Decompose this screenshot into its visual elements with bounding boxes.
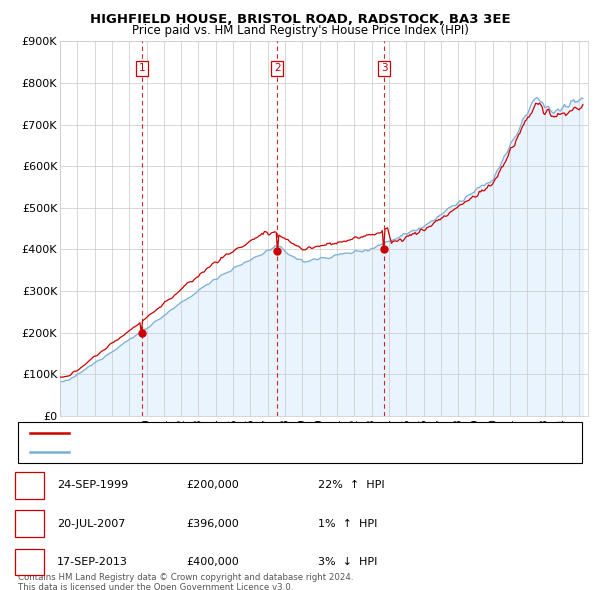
Text: 17-SEP-2013: 17-SEP-2013: [57, 557, 128, 567]
Text: Price paid vs. HM Land Registry's House Price Index (HPI): Price paid vs. HM Land Registry's House …: [131, 24, 469, 37]
Text: 3%  ↓  HPI: 3% ↓ HPI: [318, 557, 377, 567]
Text: 2: 2: [26, 519, 33, 529]
Text: 1: 1: [26, 480, 33, 490]
Text: 22%  ↑  HPI: 22% ↑ HPI: [318, 480, 385, 490]
Text: £200,000: £200,000: [186, 480, 239, 490]
Text: 1%  ↑  HPI: 1% ↑ HPI: [318, 519, 377, 529]
Text: £400,000: £400,000: [186, 557, 239, 567]
Text: 20-JUL-2007: 20-JUL-2007: [57, 519, 125, 529]
Text: HIGHFIELD HOUSE, BRISTOL ROAD, RADSTOCK, BA3 3EE (detached house): HIGHFIELD HOUSE, BRISTOL ROAD, RADSTOCK,…: [78, 428, 444, 438]
Text: 24-SEP-1999: 24-SEP-1999: [57, 480, 128, 490]
Text: HPI: Average price, detached house, Bath and North East Somerset: HPI: Average price, detached house, Bath…: [78, 447, 407, 457]
Text: 1: 1: [139, 63, 145, 73]
Text: 3: 3: [26, 557, 33, 567]
Text: HIGHFIELD HOUSE, BRISTOL ROAD, RADSTOCK, BA3 3EE: HIGHFIELD HOUSE, BRISTOL ROAD, RADSTOCK,…: [89, 13, 511, 26]
Text: Contains HM Land Registry data © Crown copyright and database right 2024.: Contains HM Land Registry data © Crown c…: [18, 573, 353, 582]
Text: 2: 2: [274, 63, 281, 73]
Text: 3: 3: [381, 63, 388, 73]
Text: £396,000: £396,000: [186, 519, 239, 529]
Text: This data is licensed under the Open Government Licence v3.0.: This data is licensed under the Open Gov…: [18, 583, 293, 590]
